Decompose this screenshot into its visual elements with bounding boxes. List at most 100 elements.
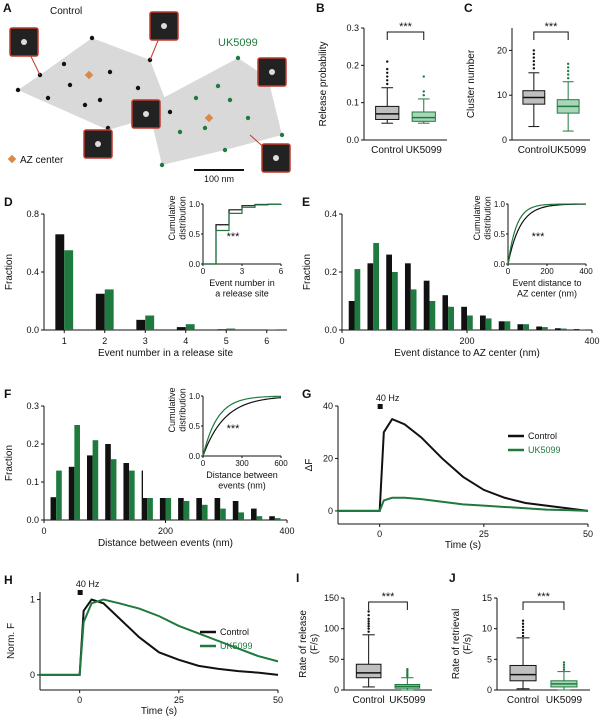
az-legend-label: AZ center xyxy=(20,155,64,166)
inset-y-tick-label: 0.0 xyxy=(189,260,201,269)
y-tick-label: 20 xyxy=(323,453,333,463)
control-bar xyxy=(442,295,448,330)
y-tick-label: 0 xyxy=(30,670,35,680)
y-tick-label: 0.2 xyxy=(346,60,359,70)
uk5099-bar xyxy=(129,471,135,520)
x-tick-label: 0 xyxy=(377,529,382,539)
y-tick-label: 0.0 xyxy=(346,135,359,145)
x-tick-label: 25 xyxy=(479,529,489,539)
panel-label: A xyxy=(3,1,12,15)
x-tick-label: 50 xyxy=(273,695,283,705)
outlier xyxy=(386,83,388,85)
box xyxy=(412,112,435,121)
outlier xyxy=(423,94,425,96)
x-axis-title: Distance between events (nm) xyxy=(98,538,233,549)
panel-label: H xyxy=(4,573,13,587)
significance-bracket xyxy=(523,602,564,610)
uk5099-event-dot xyxy=(280,133,284,137)
uk5099-bar xyxy=(275,518,281,520)
significance-bracket xyxy=(369,602,408,610)
outlier xyxy=(567,63,569,65)
y-tick-label: 0 xyxy=(328,506,333,516)
outlier xyxy=(522,626,524,628)
box xyxy=(510,665,536,680)
control-event-dot xyxy=(62,62,66,66)
stimulus-label: 40 Hz xyxy=(376,393,400,403)
uk5099-bar xyxy=(523,324,529,330)
uk5099-trace xyxy=(338,498,588,511)
y-tick-label: 0.2 xyxy=(324,267,337,277)
uk5099-event-dot xyxy=(178,130,182,134)
control-bar xyxy=(87,455,93,520)
y-tick-label: 0.4 xyxy=(324,209,337,219)
control-bar xyxy=(461,307,467,330)
outlier xyxy=(367,618,369,620)
y-axis-title: Rate of release(F/s) xyxy=(298,610,321,678)
panel-label: J xyxy=(449,571,456,585)
control-bar xyxy=(55,234,64,330)
uk5099-bar xyxy=(505,321,511,330)
inset-significance: *** xyxy=(227,423,241,435)
significance-bracket xyxy=(387,32,424,40)
uk5099-bar xyxy=(430,301,436,330)
significance-label: *** xyxy=(537,591,551,603)
control-title: Control xyxy=(50,6,82,17)
control-bar xyxy=(574,329,580,330)
outlier xyxy=(533,67,535,69)
category-label: UK5099 xyxy=(550,145,587,156)
y-tick-label: 150 xyxy=(324,593,339,603)
inset-y-tick-label: 1.0 xyxy=(494,200,506,209)
outlier xyxy=(563,664,565,666)
significance-label: *** xyxy=(399,21,413,33)
uk5099-bar xyxy=(486,318,492,330)
legend-label: UK5099 xyxy=(220,641,253,651)
x-axis-title: Event number in a release site xyxy=(98,348,234,359)
significance-bracket xyxy=(534,32,568,40)
x-tick-label: 200 xyxy=(459,336,474,346)
outlier xyxy=(367,620,369,622)
outlier xyxy=(522,619,524,621)
outlier xyxy=(533,49,535,51)
uk5099-bar xyxy=(467,316,473,331)
uk5099-trace xyxy=(40,600,278,675)
uk5099-bar xyxy=(267,329,276,330)
x-axis-title: Time (s) xyxy=(445,540,481,551)
uk5099-bar xyxy=(145,316,154,331)
control-event-dot xyxy=(108,70,112,74)
outlier xyxy=(563,669,565,671)
uk5099-title: UK5099 xyxy=(218,37,258,49)
uk5099-bar xyxy=(184,501,190,520)
raw-image-spot xyxy=(161,23,167,29)
y-tick-label: 0.4 xyxy=(26,267,39,277)
outlier xyxy=(386,60,388,62)
inset-y-tick-label: 1.0 xyxy=(189,392,201,401)
uk5099-bar xyxy=(186,324,195,330)
uk5099-event-dot xyxy=(160,163,164,167)
outlier xyxy=(563,666,565,668)
y-tick-label: 10 xyxy=(482,624,492,634)
category-label: UK5099 xyxy=(546,695,583,706)
x-tick-label: 1 xyxy=(62,336,67,346)
category-label: UK5099 xyxy=(389,695,426,706)
uk5099-event-dot xyxy=(228,98,232,102)
category-label: UK5099 xyxy=(406,145,443,156)
control-event-dot xyxy=(168,110,172,114)
outlier xyxy=(522,632,524,634)
inset-x-tick-label: 0 xyxy=(506,267,511,276)
outlier xyxy=(522,629,524,631)
y-tick-label: 0 xyxy=(502,135,507,145)
outlier xyxy=(567,70,569,72)
uk5099-bar xyxy=(411,289,417,330)
control-bar xyxy=(123,463,129,520)
outlier xyxy=(367,625,369,627)
outlier xyxy=(522,635,524,637)
uk5099-bar xyxy=(220,509,226,520)
inset-x-tick-label: 200 xyxy=(540,267,554,276)
x-tick-label: 5 xyxy=(224,336,229,346)
x-axis-title: Event distance to AZ center (nm) xyxy=(394,348,540,359)
